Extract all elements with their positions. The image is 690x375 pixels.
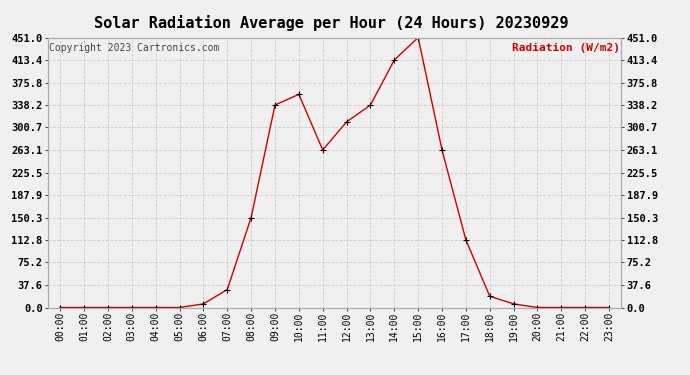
Text: Solar Radiation Average per Hour (24 Hours) 20230929: Solar Radiation Average per Hour (24 Hou… bbox=[94, 15, 569, 31]
Text: Copyright 2023 Cartronics.com: Copyright 2023 Cartronics.com bbox=[50, 43, 220, 53]
Text: Radiation (W/m2): Radiation (W/m2) bbox=[512, 43, 620, 53]
